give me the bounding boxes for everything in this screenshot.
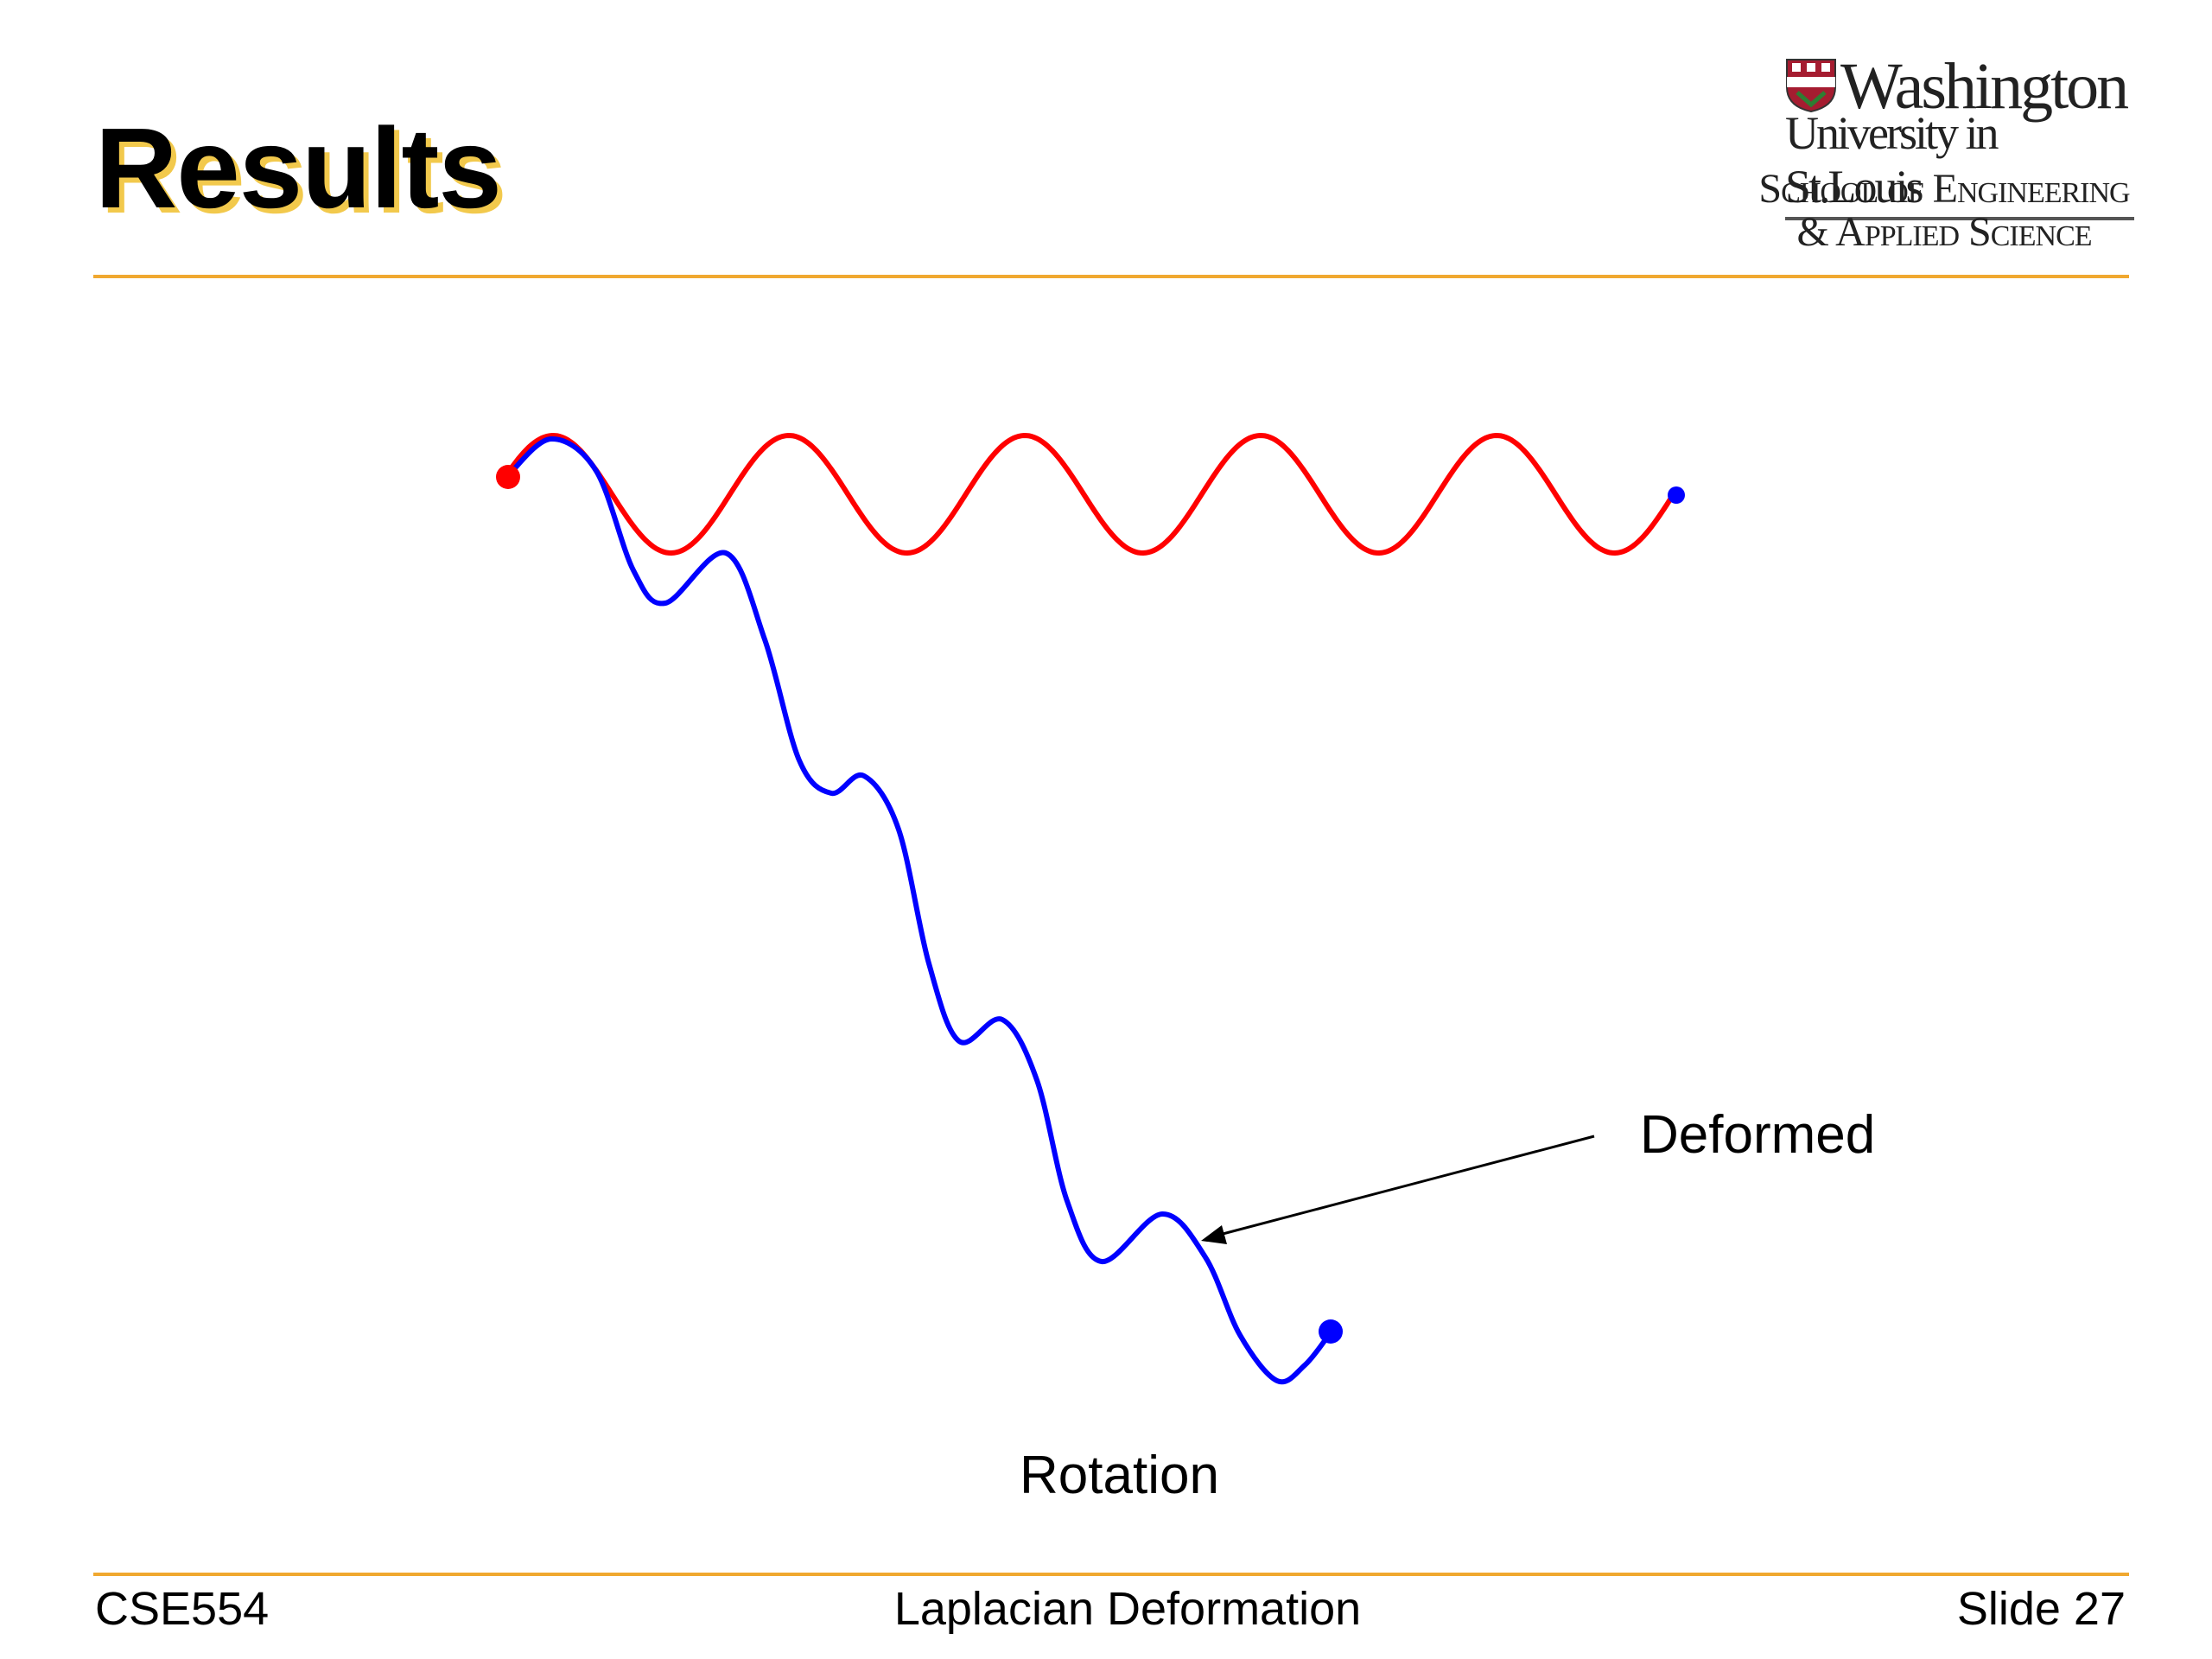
original-end-handle xyxy=(1668,486,1685,504)
header-divider xyxy=(93,275,2129,278)
footer-divider xyxy=(93,1573,2129,1576)
deformed-end-handle xyxy=(1319,1319,1343,1344)
deformed-arrow-head xyxy=(1201,1225,1227,1244)
start-handle xyxy=(496,465,520,489)
footer-slide-number: Slide 27 xyxy=(1956,1583,2126,1635)
deformed-arrow-line xyxy=(1209,1135,1595,1239)
footer-course: CSE554 xyxy=(95,1583,270,1635)
original-curve xyxy=(505,432,1677,556)
university-logo: Washington University in St.Louis School… xyxy=(1754,48,2134,255)
logo-applied-text: & Applied Science xyxy=(1796,209,2092,255)
university-crest-icon xyxy=(1786,59,1836,113)
logo-school-text: School of Engineering xyxy=(1758,166,2130,212)
footer-topic: Laplacian Deformation xyxy=(893,1583,1362,1635)
slide-title: Results xyxy=(95,105,502,232)
rotation-label: Rotation xyxy=(1020,1446,1219,1505)
deformed-curve xyxy=(507,435,1332,1385)
logo-university-text: University in St.Louis xyxy=(1785,106,2134,220)
deformed-label: Deformed xyxy=(1640,1105,1876,1165)
logo-washington-text: Washington xyxy=(1840,50,2129,123)
